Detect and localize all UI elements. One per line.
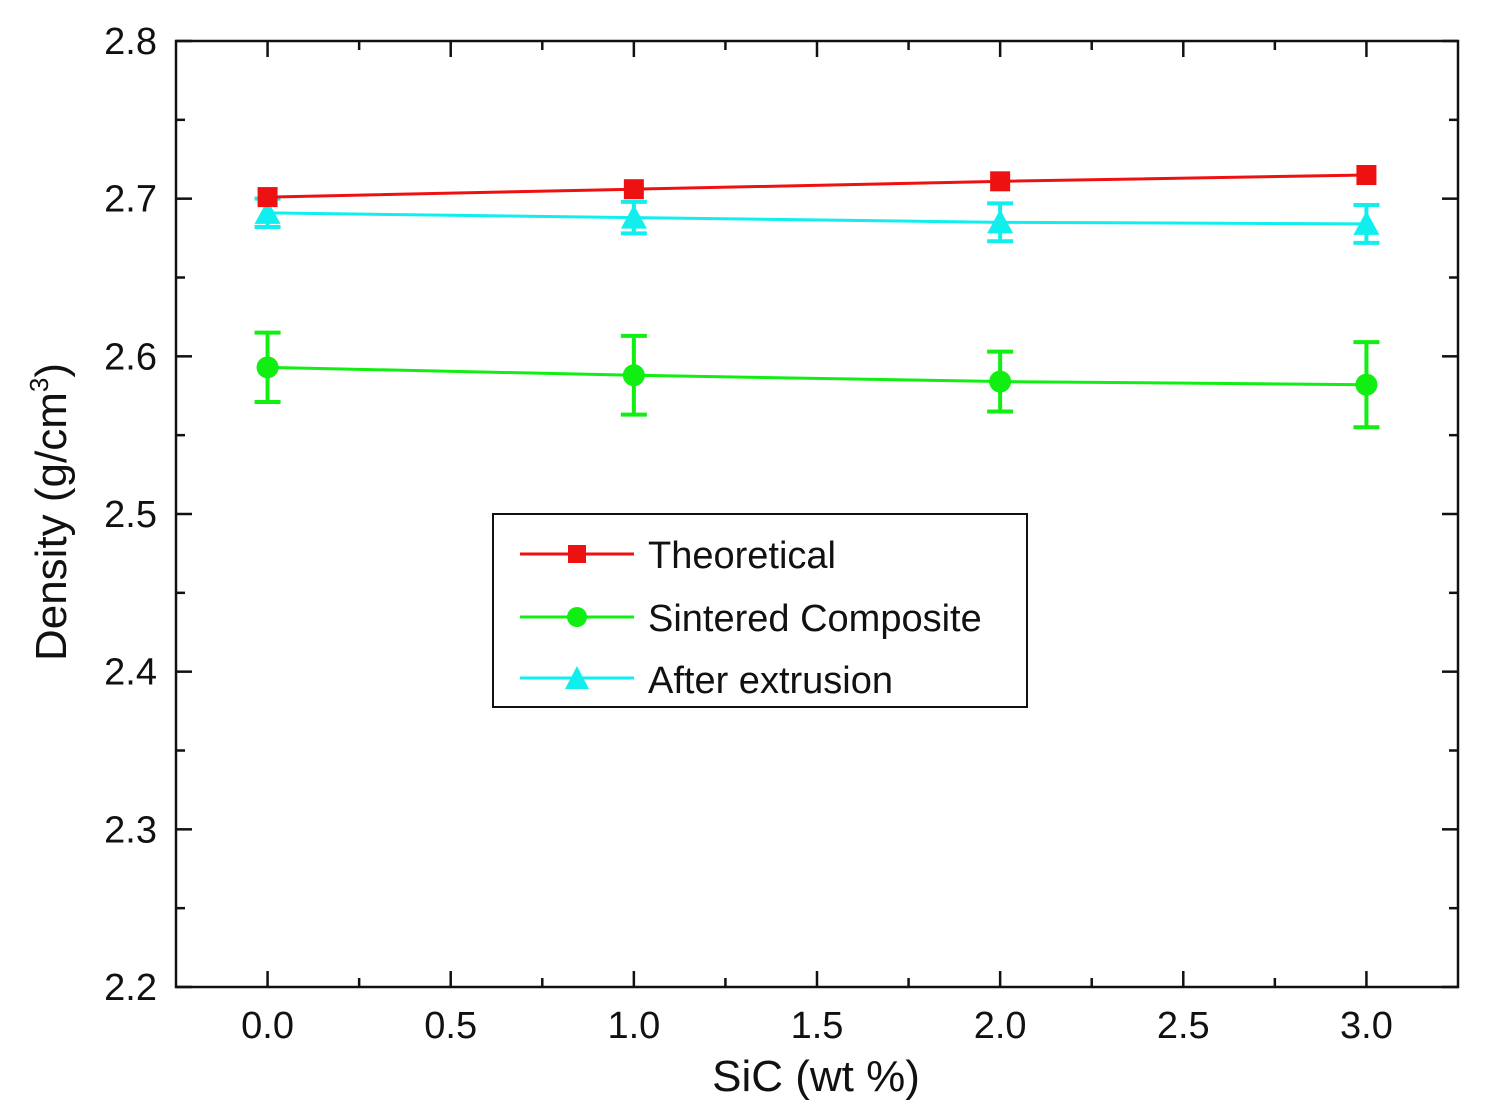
y-axis-title-superscript: 3 [24, 378, 54, 392]
x-tick-label: 1.0 [607, 1005, 660, 1047]
series-line-sintered-composite [267, 365, 1367, 387]
series-line-after-extrusion [267, 211, 1367, 226]
x-axis-title: SiC (wt %) [712, 1052, 920, 1101]
series-after-extrusion [254, 196, 1380, 245]
data-point [989, 370, 1012, 393]
series-sintered-composite [254, 330, 1380, 430]
series-line-theoretical [267, 173, 1367, 199]
legend-entry-theoretical: Theoretical [520, 535, 836, 577]
x-tick-label: 3.0 [1340, 1005, 1393, 1047]
data-point [987, 209, 1014, 234]
data-point [623, 179, 644, 200]
y-tick-label: 2.6 [104, 336, 157, 378]
data-point [1353, 210, 1380, 235]
y-tick-label: 2.8 [104, 21, 157, 63]
x-tick-label: 0.0 [241, 1005, 294, 1047]
legend: Theoretical Sintered Composite After ext… [492, 513, 1028, 708]
x-tick-label: 2.0 [974, 1005, 1027, 1047]
legend-label-after-extrusion: After extrusion [648, 660, 893, 702]
y-axis-title: Density (g/cm3) [24, 363, 76, 661]
legend-label-theoretical: Theoretical [648, 535, 836, 577]
legend-marker-after-extrusion [565, 666, 589, 689]
data-point [620, 204, 647, 229]
legend-label-sintered-composite: Sintered Composite [648, 598, 982, 640]
y-tick-label: 2.3 [104, 809, 157, 851]
y-tick-label: 2.5 [104, 494, 157, 536]
legend-marker-theoretical [568, 545, 586, 563]
legend-marker-sintered-composite [567, 607, 587, 627]
legend-entry-after-extrusion: After extrusion [520, 660, 893, 702]
data-point [1356, 165, 1377, 186]
data-point [256, 356, 279, 379]
legend-entry-sintered-composite: Sintered Composite [520, 598, 982, 640]
y-tick-label: 2.7 [104, 179, 157, 221]
y-tick-label: 2.2 [104, 967, 157, 1009]
data-point [254, 199, 281, 224]
y-axis-title-main: Density (g/cm [27, 392, 76, 661]
data-point [257, 187, 278, 208]
x-tick-label: 1.5 [791, 1005, 844, 1047]
y-axis-title-close: ) [27, 363, 76, 378]
series-theoretical [257, 165, 1377, 208]
x-tick-label: 0.5 [424, 1005, 477, 1047]
y-tick-label: 2.4 [104, 652, 157, 694]
x-tick-label: 2.5 [1157, 1005, 1210, 1047]
data-point [990, 171, 1011, 192]
data-point [1355, 373, 1378, 396]
data-point [622, 364, 645, 387]
